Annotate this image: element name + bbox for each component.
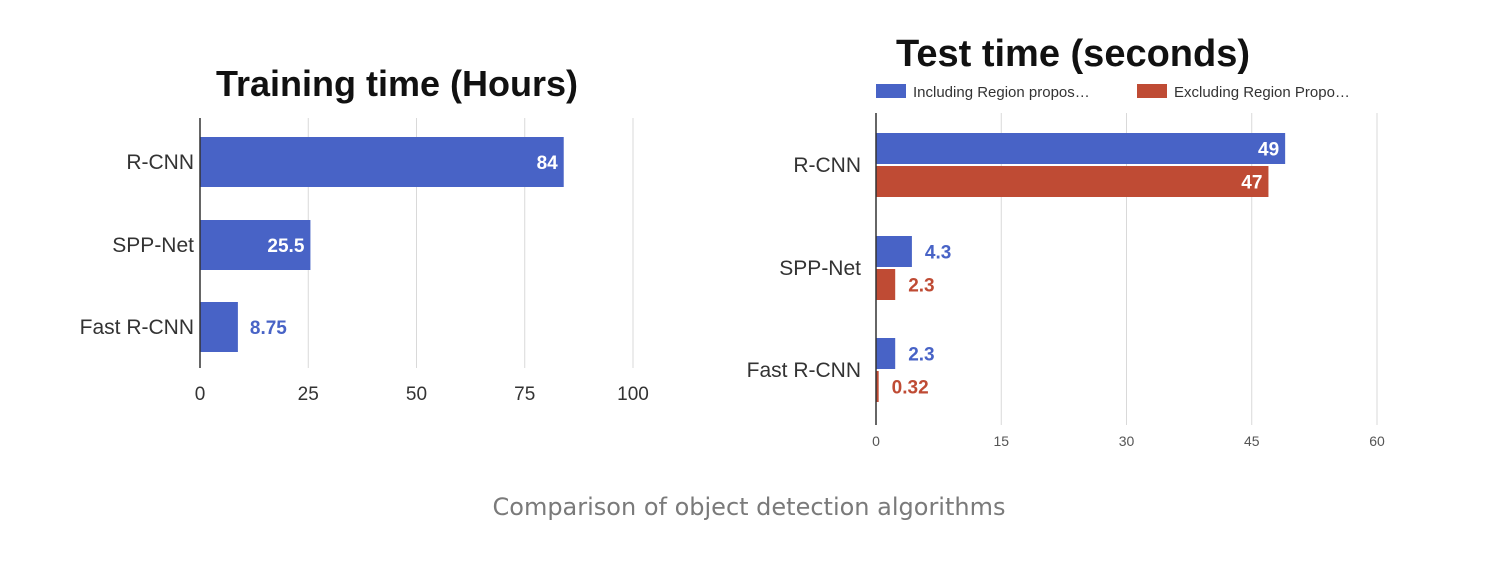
x-tick-label: 45 <box>1244 433 1260 449</box>
legend-swatch <box>1137 84 1167 98</box>
data-label: 8.75 <box>250 318 287 339</box>
data-label: 84 <box>537 153 559 174</box>
bar <box>876 371 879 402</box>
bar <box>876 166 1269 197</box>
category-label: Fast R-CNN <box>80 316 194 339</box>
data-label: 4.3 <box>925 243 951 264</box>
bar <box>876 338 896 369</box>
x-tick-label: 0 <box>872 433 880 449</box>
legend-label: Including Region propos… <box>913 84 1090 101</box>
x-tick-label: 100 <box>617 384 649 405</box>
bar <box>876 236 912 267</box>
x-tick-label: 0 <box>195 384 206 405</box>
category-label: SPP-Net <box>112 234 194 257</box>
data-label: 2.3 <box>908 345 934 366</box>
figure-caption: Comparison of object detection algorithm… <box>492 493 1006 521</box>
chart-title: Training time (Hours) <box>216 63 578 104</box>
category-label: Fast R-CNN <box>747 359 861 382</box>
bar <box>876 269 896 300</box>
bar <box>200 302 238 352</box>
data-label: 47 <box>1241 173 1262 194</box>
bar <box>200 220 311 270</box>
x-tick-label: 30 <box>1119 433 1135 449</box>
data-label: 2.3 <box>908 276 934 297</box>
data-label: 49 <box>1258 140 1279 161</box>
chart-title: Test time (seconds) <box>896 33 1250 75</box>
x-tick-label: 25 <box>298 384 319 405</box>
x-tick-label: 75 <box>514 384 535 405</box>
category-label: SPP-Net <box>779 257 861 280</box>
x-tick-label: 15 <box>993 433 1009 449</box>
x-tick-label: 60 <box>1369 433 1385 449</box>
bar <box>876 133 1286 164</box>
training-time-chart: Training time (Hours) 0 25 50 75 100 R-CNN 84 SP… <box>80 63 649 405</box>
data-label: 0.32 <box>892 378 929 399</box>
bar <box>200 137 564 187</box>
category-label: R-CNN <box>793 154 861 177</box>
legend-label: Excluding Region Propo… <box>1174 84 1350 101</box>
legend-swatch <box>876 84 906 98</box>
category-label: R-CNN <box>126 151 194 174</box>
x-tick-label: 50 <box>406 384 427 405</box>
data-label: 25.5 <box>267 236 304 257</box>
test-time-chart: Test time (seconds) Including Region prop… <box>747 33 1385 449</box>
